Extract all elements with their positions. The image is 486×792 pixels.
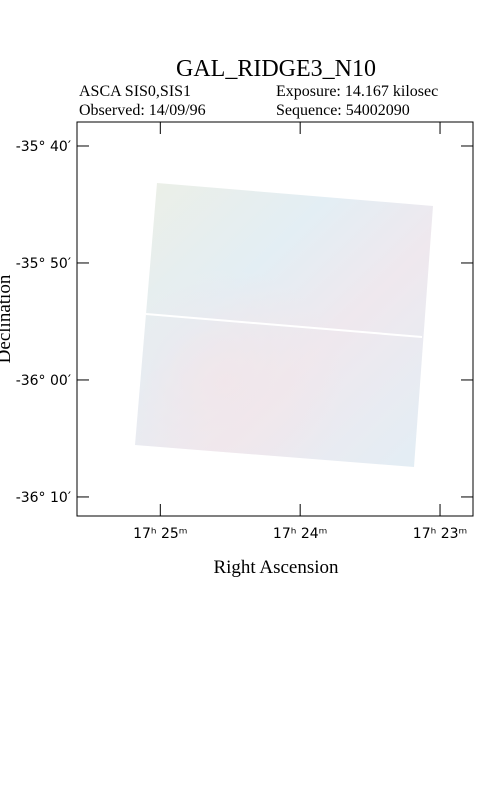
- y-axis-label: Declination: [0, 274, 15, 363]
- x-tick-label: 17ʰ 25ᵐ: [133, 526, 187, 542]
- y-tick-label: -35° 40′: [16, 139, 71, 155]
- x-axis-label: Right Ascension: [213, 557, 339, 578]
- y-tick-label: -36° 10′: [16, 490, 71, 506]
- chart-title: GAL_RIDGE3_N10: [176, 56, 376, 82]
- y-tick-label: -36° 00′: [16, 373, 71, 389]
- observed: Observed: 14/09/96: [79, 102, 206, 119]
- x-tick-label: 17ʰ 23ᵐ: [413, 526, 467, 542]
- sky-image: [135, 183, 433, 467]
- y-tick-label: -35° 50′: [16, 256, 71, 272]
- exposure: Exposure: 14.167 kilosec: [276, 83, 438, 100]
- instrument: ASCA SIS0,SIS1: [79, 83, 191, 100]
- x-tick-label: 17ʰ 24ᵐ: [273, 526, 327, 542]
- plot-frame: [76, 121, 474, 517]
- sequence: Sequence: 54002090: [276, 102, 410, 119]
